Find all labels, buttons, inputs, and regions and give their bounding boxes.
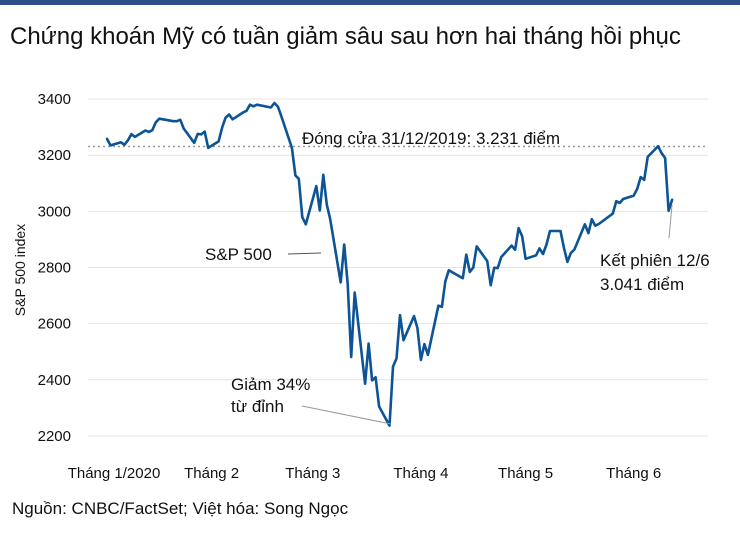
gridlines — [88, 98, 708, 437]
annotation-leader-close — [668, 204, 673, 239]
y-tick-label: 2600 — [38, 316, 71, 333]
annotation-drop: Giảm 34% từ đỉnh — [231, 375, 310, 416]
y-tick-label: 3400 — [38, 91, 71, 108]
x-tick-label: Tháng 2 — [184, 465, 239, 482]
x-tick-label: Tháng 6 — [606, 465, 661, 482]
reference-line-label: Đóng cửa 31/12/2019: 3.231 điểm — [302, 129, 560, 148]
annotation-line: 3.041 điểm — [600, 275, 684, 294]
y-tick-label: 3000 — [38, 203, 71, 220]
y-tick-label: 2400 — [38, 372, 71, 389]
y-axis-title: S&P 500 index — [12, 224, 28, 316]
annotation-close: Kết phiên 12/6 3.041 điểm — [600, 251, 710, 294]
annotation-sp500: S&P 500 — [205, 245, 272, 264]
x-tick-label: Tháng 3 — [285, 465, 340, 482]
y-axis: 2200 2400 2600 2800 3000 3200 3400 — [38, 91, 71, 445]
page-title: Chứng khoán Mỹ có tuần giảm sâu sau hơn … — [10, 23, 681, 50]
x-axis: Tháng 1/2020 Tháng 2 Tháng 3 Tháng 4 Tháng 5… — [68, 465, 662, 482]
annotation-line: từ đỉnh — [231, 397, 284, 416]
y-tick-label: 3200 — [38, 147, 71, 164]
x-tick-label: Tháng 1/2020 — [68, 465, 161, 482]
source-note: Nguồn: CNBC/FactSet; Việt hóa: Song Ngọc — [12, 499, 349, 518]
annotation-line: Giảm 34% — [231, 375, 310, 394]
top-strip — [0, 0, 740, 5]
annotation-leader-sp500 — [287, 252, 322, 255]
x-tick-label: Tháng 5 — [498, 465, 553, 482]
annotation-leader-drop — [301, 405, 392, 425]
annotation-line: Kết phiên 12/6 — [600, 251, 710, 270]
y-tick-label: 2800 — [38, 260, 71, 277]
x-tick-label: Tháng 4 — [393, 465, 448, 482]
y-tick-label: 2200 — [38, 428, 71, 445]
series-line-sp500 — [105, 101, 674, 427]
